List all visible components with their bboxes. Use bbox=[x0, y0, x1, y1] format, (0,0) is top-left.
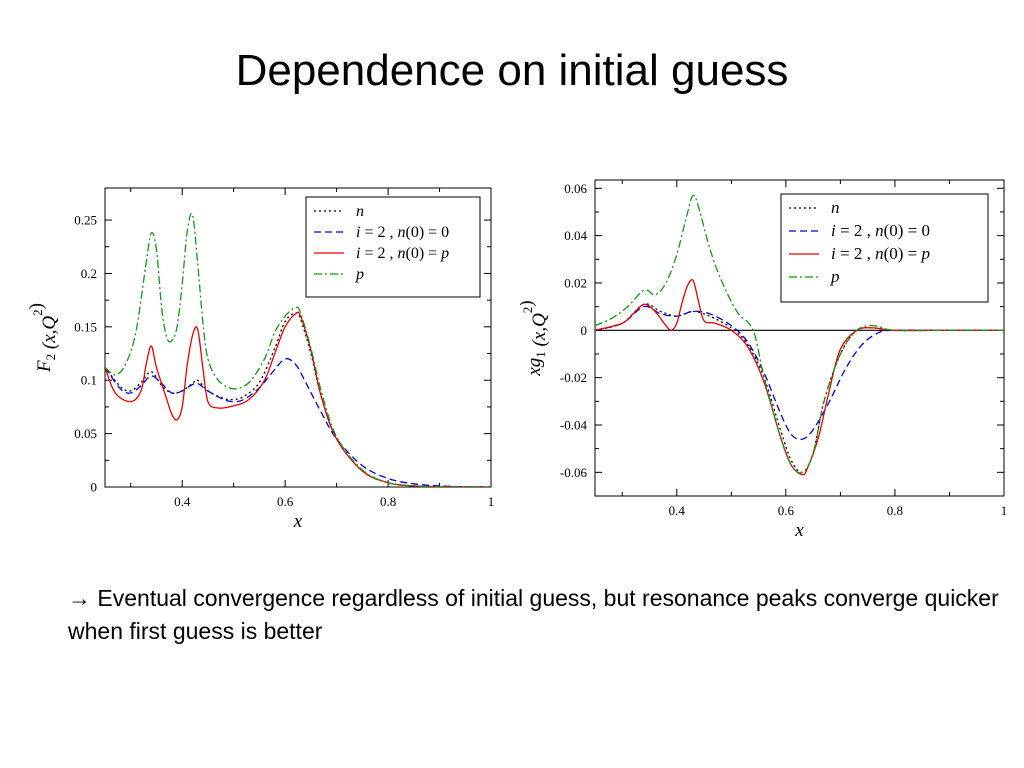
legend: n i = 2 , n(0) = 0 i = 2 , n(0) = p p bbox=[305, 196, 481, 298]
series-line-i-2-n-0-0 bbox=[595, 305, 1004, 441]
series-line-i-2-n-0-p bbox=[595, 279, 1004, 476]
y-tick-label: 0 bbox=[91, 480, 98, 495]
y-tick-label: 0.04 bbox=[564, 228, 587, 243]
legend-box bbox=[305, 196, 481, 298]
y-axis-label: F2 (x,Q2) bbox=[26, 303, 60, 373]
series-line-i-2-n-0-0 bbox=[105, 358, 491, 487]
legend-label: n bbox=[356, 203, 364, 220]
x-tick-label: 1 bbox=[488, 494, 495, 509]
x-tick-label: 0.4 bbox=[174, 494, 191, 509]
legend-label: n bbox=[831, 198, 840, 217]
y-tick-label: 0.25 bbox=[74, 213, 97, 228]
y-tick-label: 0.02 bbox=[564, 275, 587, 290]
y-axis-label: xg1 (x,Q2) bbox=[520, 300, 550, 376]
y-tick-label: -0.02 bbox=[560, 370, 587, 385]
plot-frame bbox=[594, 179, 1005, 497]
y-tick-label: 0.15 bbox=[74, 319, 97, 334]
legend-box bbox=[780, 193, 989, 303]
y-tick-label: -0.04 bbox=[560, 417, 588, 432]
f2-chart: 0.4 0.6 0.8 1 0 0.05 0.1 0.15 0.2 0.25 n i = 2 , n(… bbox=[26, 187, 495, 532]
x-axis-label: x bbox=[794, 520, 804, 541]
x-tick-label: 0.8 bbox=[380, 494, 396, 509]
y-tick-label: 0.1 bbox=[81, 373, 97, 388]
x-tick-label: 0.8 bbox=[887, 503, 903, 518]
y-tick-label: 0 bbox=[581, 323, 588, 338]
plot-frame bbox=[104, 187, 492, 488]
legend: n i = 2 , n(0) = 0 i = 2 , n(0) = p p bbox=[780, 193, 989, 303]
y-tick-label: 0.06 bbox=[564, 181, 587, 196]
y-tick-label: 0.2 bbox=[81, 266, 97, 281]
legend-label: i = 2 , n(0) = 0 bbox=[831, 221, 930, 240]
y-tick-label: -0.06 bbox=[560, 465, 588, 480]
legend-label: p bbox=[355, 266, 364, 283]
slide-caption: → Eventual convergence regardless of ini… bbox=[68, 585, 999, 644]
series-line-n bbox=[105, 312, 491, 487]
series-line-i-2-n-0-p bbox=[105, 311, 491, 487]
xg1-chart: 0.4 0.6 0.8 1-0.06-0.04-0.0200.020.040.06ni… bbox=[520, 179, 1008, 541]
x-axis-label: x bbox=[293, 511, 303, 532]
x-tick-label: 0.4 bbox=[669, 503, 686, 518]
legend-label: i = 2 , n(0) = p bbox=[356, 245, 449, 262]
slide-title: Dependence on initial guess bbox=[235, 46, 789, 95]
legend-label: i = 2 , n(0) = 0 bbox=[356, 224, 449, 241]
x-tick-label: 0.6 bbox=[778, 503, 795, 518]
series-line-p bbox=[105, 212, 491, 487]
x-tick-label: 0.6 bbox=[277, 494, 294, 509]
x-tick-label: 1 bbox=[1001, 503, 1008, 518]
legend-label: p bbox=[830, 267, 840, 286]
legend-label: i = 2 , n(0) = p bbox=[831, 244, 930, 263]
y-tick-label: 0.05 bbox=[74, 426, 97, 441]
series-line-n bbox=[595, 303, 1004, 474]
